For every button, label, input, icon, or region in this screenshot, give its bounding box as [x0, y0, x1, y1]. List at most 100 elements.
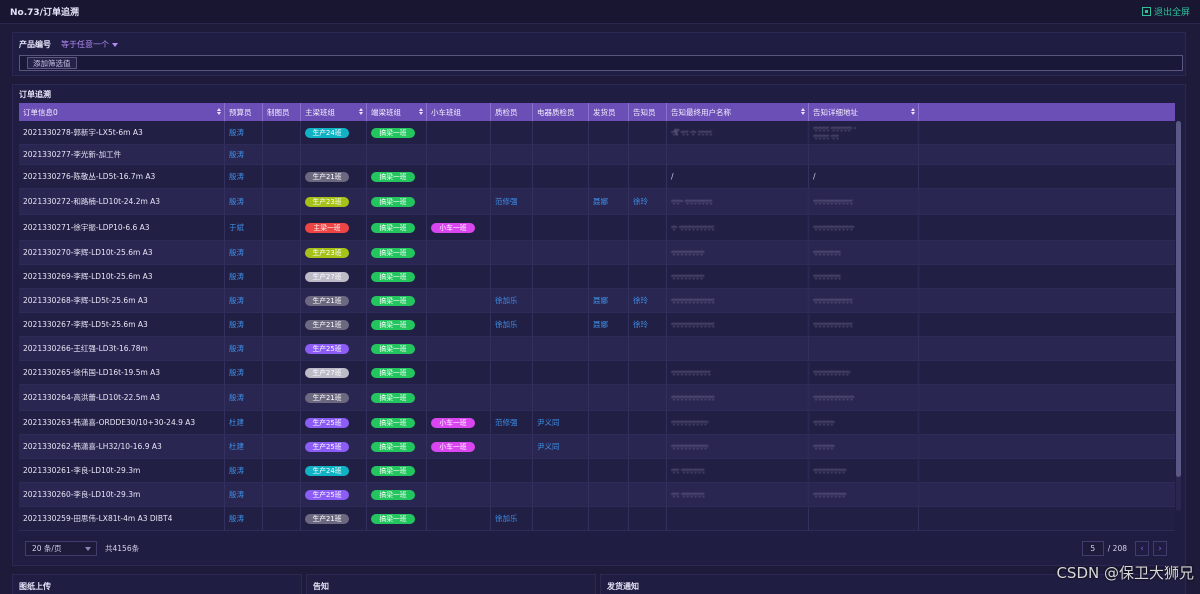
- prev-page-button[interactable]: ‹: [1135, 541, 1149, 556]
- team-badge: 生产25班: [305, 441, 349, 452]
- cell-text: 2021330278-郭新宇-LX5t-6m A3: [23, 128, 143, 137]
- team-badge: 生产27班: [305, 271, 349, 282]
- table-cell-order: 2021330270-李辉-LD10t-25.6m A3: [19, 241, 225, 264]
- table-row[interactable]: 2021330262-韩潇喜-LH32/10-16.9 A3 杜建 生产25班 搞梁一…: [19, 435, 1175, 459]
- table-row[interactable]: 2021330264-高洪蕾-LD10t-22.5m A3 殷涛 生产21班 搞梁一班…: [19, 385, 1175, 411]
- top-bar: No.73/订单追溯 退出全屏: [0, 0, 1200, 24]
- table-row[interactable]: 2021330259-田思伟-LX81t-4m A3 DIBT4 殷涛 生产21班 搞…: [19, 507, 1175, 531]
- table-cell-trolley: [427, 361, 491, 384]
- table-cell-ship: [589, 435, 629, 458]
- filter-operator-dropdown[interactable]: 等于任意一个: [61, 39, 118, 50]
- chevron-down-icon: [85, 547, 91, 551]
- column-header[interactable]: 订单信息0: [19, 103, 225, 121]
- table-row[interactable]: 2021330277-李光新-加工件 殷涛: [19, 145, 1175, 165]
- table-cell-eqc: [533, 241, 589, 264]
- table-cell-filler: [919, 189, 1175, 214]
- cell-text: 徐玲: [633, 296, 648, 305]
- table-row[interactable]: 2021330266-王红强-LD3t-16.78m 殷涛 生产25班 搞梁一班: [19, 337, 1175, 361]
- column-header-label: 端梁班组: [371, 107, 401, 117]
- sort-icon[interactable]: [359, 108, 363, 115]
- cell-text: 殷涛: [229, 368, 244, 377]
- page-title: No.73/订单追溯: [10, 8, 79, 18]
- table-cell-trolley: [427, 483, 491, 506]
- table-cell-filler: [919, 215, 1175, 240]
- table-cell-drafter: [263, 265, 301, 288]
- table-row[interactable]: 2021330261-李良-LD10t-29.3m 殷涛 生产24班 搞梁一班 ·:·:…: [19, 459, 1175, 483]
- sort-icon[interactable]: [419, 108, 423, 115]
- column-header[interactable]: 小车班组: [427, 103, 491, 121]
- team-badge: 搞梁一班: [371, 127, 415, 138]
- table-cell-budget: 于斌: [225, 215, 263, 240]
- table-row[interactable]: 2021330263-韩潇喜-ORDDE30/10+30-24.9 A3 杜建 生产…: [19, 411, 1175, 435]
- table-cell-budget: 殷涛: [225, 145, 263, 164]
- table-row[interactable]: 2021330270-李辉-LD10t-25.6m A3 殷涛 生产23班 搞梁一班 ·…: [19, 241, 1175, 265]
- next-page-button[interactable]: ›: [1153, 541, 1167, 556]
- filter-value-box[interactable]: 添加筛选值: [19, 55, 1183, 71]
- column-header-label: 制图员: [267, 107, 290, 117]
- column-header[interactable]: 质检员: [491, 103, 533, 121]
- team-badge: 搞梁一班: [371, 171, 415, 182]
- column-header[interactable]: 发货员: [589, 103, 629, 121]
- table-body[interactable]: 2021330278-郭新宇-LX5t-6m A3 殷涛 生产24班 搞梁一班 ·:\'…: [19, 121, 1175, 541]
- column-header[interactable]: 端梁班组: [367, 103, 427, 121]
- table-row[interactable]: 2021330271-徐宇振-LDP10-6.6 A3 于斌 主梁一班 搞梁一班 小车一…: [19, 215, 1175, 241]
- cell-text: ·:·:·:·:·:·:·:: [813, 247, 841, 257]
- sort-icon[interactable]: [217, 108, 221, 115]
- table-cell-cust: ·:·:·:·:·:·:·:·:·:·: [667, 411, 809, 434]
- cell-text: 徐加乐: [495, 514, 518, 523]
- column-header[interactable]: 电器质检员: [533, 103, 589, 121]
- table-row[interactable]: 2021330260-李良-LD10t-29.3m 殷涛 生产25班 搞梁一班 ·:·:…: [19, 483, 1175, 507]
- cell-text: 尹义同: [537, 442, 560, 451]
- page-size-select[interactable]: 20 条/页: [25, 541, 97, 556]
- table-cell-filler: [919, 313, 1175, 336]
- table-cell-eqc: [533, 337, 589, 360]
- column-header[interactable]: 告知员: [629, 103, 667, 121]
- table-scrollbar[interactable]: [1176, 121, 1181, 511]
- table-cell-filler: [919, 337, 1175, 360]
- table-cell-filler: [919, 265, 1175, 288]
- team-badge: 搞梁一班: [371, 513, 415, 524]
- cell-text: 2021330260-李良-LD10t-29.3m: [23, 490, 141, 499]
- table-cell-addr: ·:·:·:·:·:·:·:: [809, 241, 919, 264]
- table-row[interactable]: 2021330265-徐伟国-LD16t-19.5m A3 殷涛 生产27班 搞梁一班…: [19, 361, 1175, 385]
- table-cell-drafter: [263, 459, 301, 482]
- cell-text: 范修强: [495, 197, 518, 206]
- column-header[interactable]: 告知详细地址: [809, 103, 919, 121]
- table-cell-drafter: [263, 313, 301, 336]
- table-cell-order: 2021330260-李良-LD10t-29.3m: [19, 483, 225, 506]
- table-cell-filler: [919, 411, 1175, 434]
- team-badge: 搞梁一班: [371, 247, 415, 258]
- column-header[interactable]: 告知最终用户名称: [667, 103, 809, 121]
- table-row[interactable]: 2021330278-郭新宇-LX5t-6m A3 殷涛 生产24班 搞梁一班 ·:\'…: [19, 121, 1175, 145]
- table-row[interactable]: 2021330267-李辉-LD5t-25.6m A3 殷涛 生产21班 搞梁一班 徐加…: [19, 313, 1175, 337]
- table-cell-ship: 聂娜: [589, 313, 629, 336]
- table-row[interactable]: 2021330276-陈敬丛-LD5t-16.7m A3 殷涛 生产21班 搞梁一班 /…: [19, 165, 1175, 189]
- table-row[interactable]: 2021330272-和路楠-LD10t-24.2m A3 殷涛 生产23班 搞梁一班…: [19, 189, 1175, 215]
- page-number-input[interactable]: 5: [1081, 541, 1104, 556]
- team-badge: 搞梁一班: [371, 271, 415, 282]
- add-filter-value-button[interactable]: 添加筛选值: [27, 57, 77, 69]
- column-header[interactable]: 主梁班组: [301, 103, 367, 121]
- table-row[interactable]: 2021330269-李辉-LD10t-25.6m A3 殷涛 生产27班 搞梁一班 ·…: [19, 265, 1175, 289]
- table-row[interactable]: 2021330268-李辉-LD5t-25.6m A3 殷涛 生产21班 搞梁一班 徐加…: [19, 289, 1175, 313]
- sort-icon[interactable]: [801, 108, 805, 115]
- table-header: 订单信息0 预算员 制图员 主梁班组 端梁班组 小车班组 质检员 电器质检员 发货员 告知员 告知最…: [19, 103, 1175, 121]
- team-badge: 生产25班: [305, 489, 349, 500]
- column-header[interactable]: 制图员: [263, 103, 301, 121]
- table-cell-eqc: [533, 289, 589, 312]
- cell-text: 殷涛: [229, 197, 244, 206]
- column-header[interactable]: 预算员: [225, 103, 263, 121]
- exit-fullscreen-button[interactable]: 退出全屏: [1141, 5, 1190, 18]
- cell-text: 2021330259-田思伟-LX81t-4m A3 DIBT4: [23, 514, 173, 523]
- column-header-label: 告知详细地址: [813, 107, 858, 117]
- scrollbar-thumb[interactable]: [1176, 121, 1181, 477]
- table-cell-ship: [589, 241, 629, 264]
- cell-text: 2021330267-李辉-LD5t-25.6m A3: [23, 320, 148, 329]
- table-cell-addr: ·:·:·:·:·:·:·:·:·:·:: [809, 189, 919, 214]
- table-cell-budget: 殷涛: [225, 241, 263, 264]
- table-cell-qc: [491, 145, 533, 164]
- cell-text: /: [813, 171, 816, 181]
- sort-icon[interactable]: [911, 108, 915, 115]
- table-cell-eqc: [533, 145, 589, 164]
- table-cell-order: 2021330272-和路楠-LD10t-24.2m A3: [19, 189, 225, 214]
